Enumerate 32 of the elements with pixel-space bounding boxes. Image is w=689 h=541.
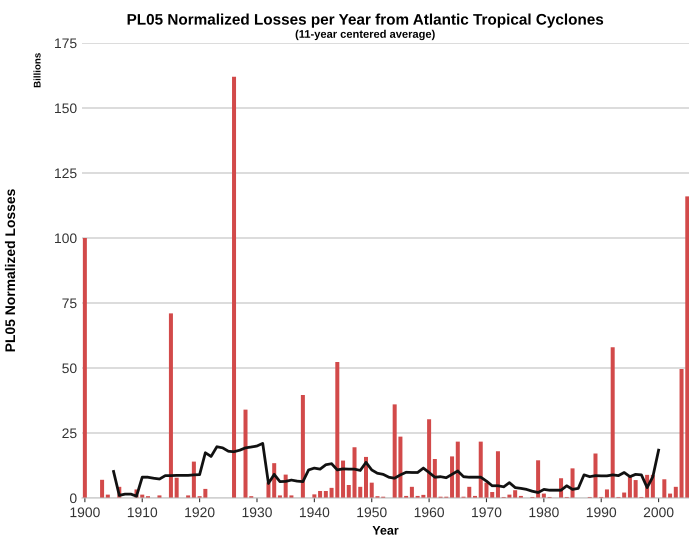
line-series bbox=[112, 442, 660, 498]
x-tick-label: 1960 bbox=[414, 507, 444, 518]
bar bbox=[300, 395, 305, 498]
x-tick-label: 1940 bbox=[300, 507, 330, 518]
chart-title: PL05 Normalized Losses per Year from Atlantic Tropical Cyclones bbox=[128, 14, 604, 28]
x-tick-label: 1990 bbox=[586, 507, 616, 518]
x-tick-label: 1980 bbox=[529, 507, 559, 518]
bar bbox=[232, 76, 236, 498]
y-tick-label: 150 bbox=[55, 103, 77, 114]
y-tick-label: 100 bbox=[55, 233, 77, 244]
y-tick-label: 175 bbox=[55, 38, 77, 48]
y-tick-label: 75 bbox=[62, 298, 77, 308]
x-tick-label: 1970 bbox=[472, 507, 502, 518]
y-tick-label: 50 bbox=[62, 363, 77, 374]
y-tick-label: 25 bbox=[62, 428, 77, 438]
bar bbox=[392, 404, 397, 498]
x-tick-label: 1930 bbox=[242, 507, 272, 518]
x-tick-label: 2000 bbox=[644, 507, 674, 518]
chart-subtitle: (11-year centered average) bbox=[296, 30, 435, 40]
y-axis-title: PL05 Normalized Losses bbox=[4, 189, 16, 352]
y-tick-label: 0 bbox=[70, 493, 77, 504]
x-tick-label: 1900 bbox=[70, 507, 100, 518]
bar bbox=[685, 196, 689, 498]
bar bbox=[82, 238, 87, 498]
y-tick-label: 125 bbox=[55, 168, 77, 178]
x-axis-title: Year bbox=[372, 526, 399, 535]
x-tick-label: 1950 bbox=[357, 507, 387, 518]
bar bbox=[203, 488, 208, 498]
x-tick-label: 1910 bbox=[128, 507, 158, 518]
bar bbox=[100, 480, 104, 498]
text: Billions bbox=[33, 53, 41, 88]
x-tick-label: 1920 bbox=[185, 507, 215, 518]
